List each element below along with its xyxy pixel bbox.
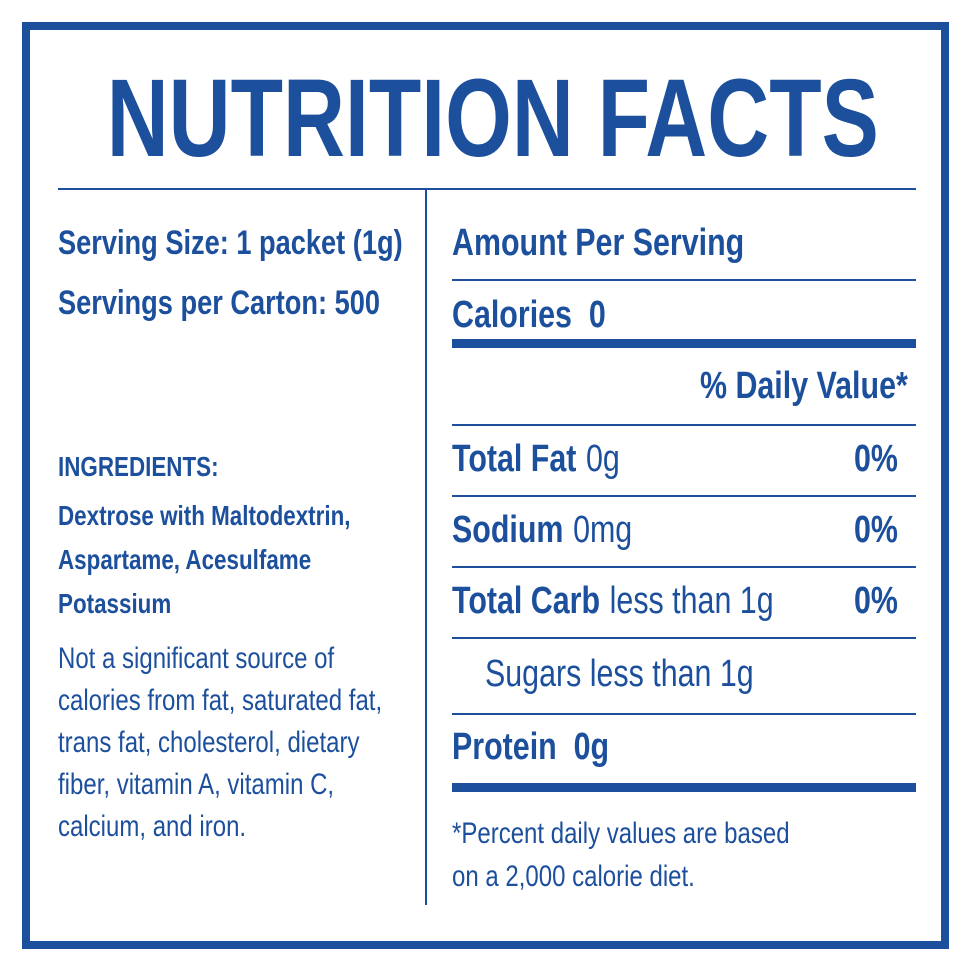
rule <box>452 279 916 281</box>
calories-label: Calories <box>452 294 572 336</box>
border-left <box>22 22 30 949</box>
rule <box>452 713 916 715</box>
nutrient-amount: 0mg <box>573 509 633 551</box>
nutrient-row: Sodium 0mg <box>452 509 632 552</box>
border-right <box>941 22 949 949</box>
amount-per-serving: Amount Per Serving <box>452 222 745 264</box>
rule <box>452 495 916 497</box>
daily-value-heading: % Daily Value* <box>700 365 908 407</box>
protein-label: Protein <box>452 726 557 768</box>
nutrient-name: Total Fat <box>452 438 577 480</box>
rule <box>452 637 916 639</box>
sugars: Sugars less than 1g <box>485 653 754 695</box>
title-rule <box>58 188 916 190</box>
thick-rule <box>452 783 916 792</box>
nutrient-name: Sodium <box>452 509 564 551</box>
nutrient-row: Total Fat 0g <box>452 438 620 481</box>
nutrient-dv: 0% <box>854 438 898 480</box>
rule <box>452 566 916 568</box>
thick-rule <box>452 339 916 348</box>
ingredients-heading: INGREDIENTS: <box>58 451 219 482</box>
nutrient-amount: less than 1g <box>609 580 774 622</box>
note: Not a significant source of calories fro… <box>58 642 383 843</box>
nutrient-row: Total Carb less than 1g <box>452 580 774 623</box>
servings-per-carton: Servings per Carton: 500 <box>58 284 380 322</box>
protein: Protein 0g <box>452 726 609 769</box>
column-divider <box>425 189 427 905</box>
nutrient-dv: 0% <box>854 580 898 622</box>
border-top <box>22 22 949 30</box>
footnote: *Percent daily values are based on a 2,0… <box>452 817 790 893</box>
nutrient-dv: 0% <box>854 509 898 551</box>
calories-value: 0 <box>588 294 606 336</box>
ingredients: Dextrose with Maltodextrin, Aspartame, A… <box>58 500 351 619</box>
nutrient-name: Total Carb <box>452 580 601 622</box>
protein-value: 0g <box>573 726 610 768</box>
rule <box>452 424 916 426</box>
border-bottom <box>22 941 949 949</box>
calories: Calories 0 <box>452 294 606 337</box>
title: NUTRITION FACTS <box>106 57 879 180</box>
serving-size: Serving Size: 1 packet (1g) <box>58 224 403 262</box>
nutrient-amount: 0g <box>586 438 620 480</box>
